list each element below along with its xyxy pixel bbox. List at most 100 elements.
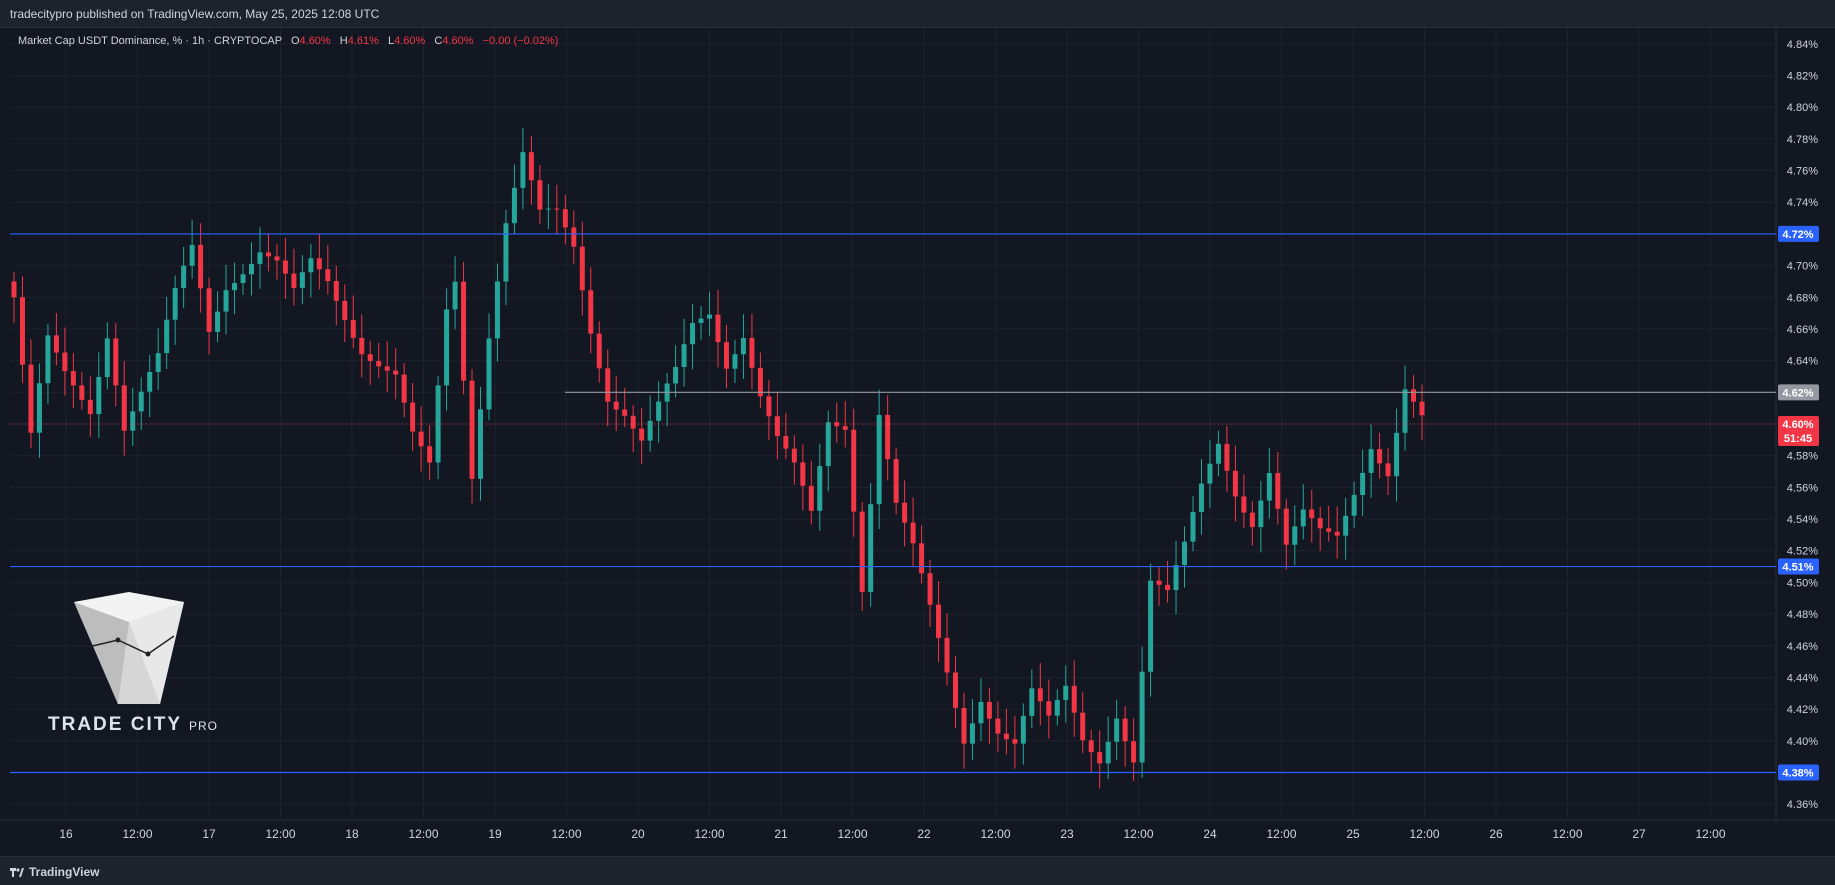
x-tick-label: 12:00 xyxy=(1552,827,1582,841)
x-tick-label: 25 xyxy=(1346,827,1360,841)
y-tick-label: 4.56% xyxy=(1787,482,1818,494)
candle-body xyxy=(1368,449,1374,473)
candle-body xyxy=(28,364,34,433)
candle-body xyxy=(1173,565,1179,591)
candle-body xyxy=(1241,496,1247,513)
candle-body xyxy=(1377,449,1383,464)
candle-body xyxy=(1198,483,1204,513)
candle-body xyxy=(1215,443,1221,464)
candle-body xyxy=(198,244,204,289)
tradingview-logo[interactable]: TradingView xyxy=(10,865,99,879)
y-tick-label: 4.58% xyxy=(1787,451,1818,463)
y-tick-label: 4.70% xyxy=(1787,261,1818,273)
candle-body xyxy=(1394,432,1400,477)
candle-body xyxy=(79,385,85,400)
legend-open-label: O xyxy=(290,35,300,47)
candle-body xyxy=(1139,671,1145,763)
candle-body xyxy=(138,391,144,412)
x-tick-label: 26 xyxy=(1489,827,1503,841)
candle-body xyxy=(902,502,908,523)
x-tick-label: 23 xyxy=(1060,827,1074,841)
candle-body xyxy=(1419,401,1425,416)
footer-bar: TradingView xyxy=(0,856,1835,885)
candle-body xyxy=(130,411,136,431)
x-tick-label: 12:00 xyxy=(980,827,1010,841)
candle-body xyxy=(1411,389,1417,402)
countdown-label: 51:45 xyxy=(1784,433,1812,445)
candle-body xyxy=(783,436,789,449)
candle-body xyxy=(1292,526,1298,545)
x-tick-label: 17 xyxy=(202,827,216,841)
candle-body xyxy=(181,265,187,288)
level-badge-label: 4.72% xyxy=(1782,229,1813,241)
candle-body xyxy=(393,370,399,375)
candle-body xyxy=(1105,741,1111,764)
legend-high: 4.61% xyxy=(347,35,379,47)
publish-bar: tradecitypro published on TradingView.co… xyxy=(0,0,1835,28)
candle-body xyxy=(622,409,628,416)
candle-body xyxy=(113,338,119,386)
candle-body xyxy=(147,371,153,392)
tradingview-logo-icon xyxy=(10,868,24,877)
legend-low-label: L xyxy=(388,35,395,47)
candle-body xyxy=(215,311,221,332)
candle-body xyxy=(834,422,840,427)
legend-symbol[interactable]: Market Cap USDT Dominance, % · 1h · CRYP… xyxy=(18,35,282,47)
candle-body xyxy=(155,353,161,372)
x-tick-label: 20 xyxy=(631,827,645,841)
y-tick-label: 4.48% xyxy=(1787,609,1818,621)
candle-body xyxy=(613,401,619,410)
candle-body xyxy=(1275,473,1281,509)
candle-body xyxy=(520,152,526,188)
candle-body xyxy=(961,707,967,744)
candle-body xyxy=(96,376,102,415)
candle-body xyxy=(19,297,25,365)
last-price-badge xyxy=(1778,416,1819,446)
candle-body xyxy=(1258,500,1264,528)
x-tick-label: 27 xyxy=(1632,827,1646,841)
x-tick-label: 24 xyxy=(1203,827,1217,841)
candle-body xyxy=(418,431,424,447)
candle-body xyxy=(707,314,713,319)
y-tick-label: 4.44% xyxy=(1787,672,1818,684)
legend-low: 4.60% xyxy=(394,35,426,47)
x-tick-label: 18 xyxy=(345,827,359,841)
y-tick-label: 4.42% xyxy=(1787,704,1818,716)
candle-body xyxy=(986,701,992,719)
candle-body xyxy=(1156,580,1162,585)
candle-body xyxy=(893,459,899,503)
candle-body xyxy=(1334,531,1340,536)
candle-body xyxy=(690,322,696,345)
candle-body xyxy=(885,414,891,460)
candle-body xyxy=(868,504,874,592)
candle-body xyxy=(927,573,933,605)
candle-body xyxy=(62,352,68,372)
level-badge-label: 4.62% xyxy=(1782,387,1813,399)
candle-body xyxy=(1012,739,1018,744)
candle-body xyxy=(715,314,721,343)
candle-body xyxy=(452,281,458,310)
y-tick-label: 4.68% xyxy=(1787,292,1818,304)
candle-body xyxy=(774,416,780,437)
candle-body xyxy=(1343,515,1349,536)
candle-body xyxy=(189,244,195,266)
candle-body xyxy=(681,344,687,367)
candle-body xyxy=(1190,512,1196,542)
level-badge xyxy=(1778,764,1819,781)
candle-body xyxy=(70,371,76,386)
candle-body xyxy=(1131,741,1137,763)
candle-body xyxy=(1003,733,1009,740)
x-tick-label: 12:00 xyxy=(122,827,152,841)
candle-body xyxy=(121,385,127,431)
y-tick-label: 4.50% xyxy=(1787,577,1818,589)
x-tick-label: 12:00 xyxy=(837,827,867,841)
candle-body xyxy=(1300,509,1306,527)
candle-body xyxy=(308,258,314,273)
candle-body xyxy=(571,227,577,247)
candle-body xyxy=(291,273,297,288)
candle-body xyxy=(164,319,170,354)
candle-body xyxy=(825,422,831,467)
x-tick-label: 12:00 xyxy=(1123,827,1153,841)
candle-body xyxy=(647,420,653,441)
